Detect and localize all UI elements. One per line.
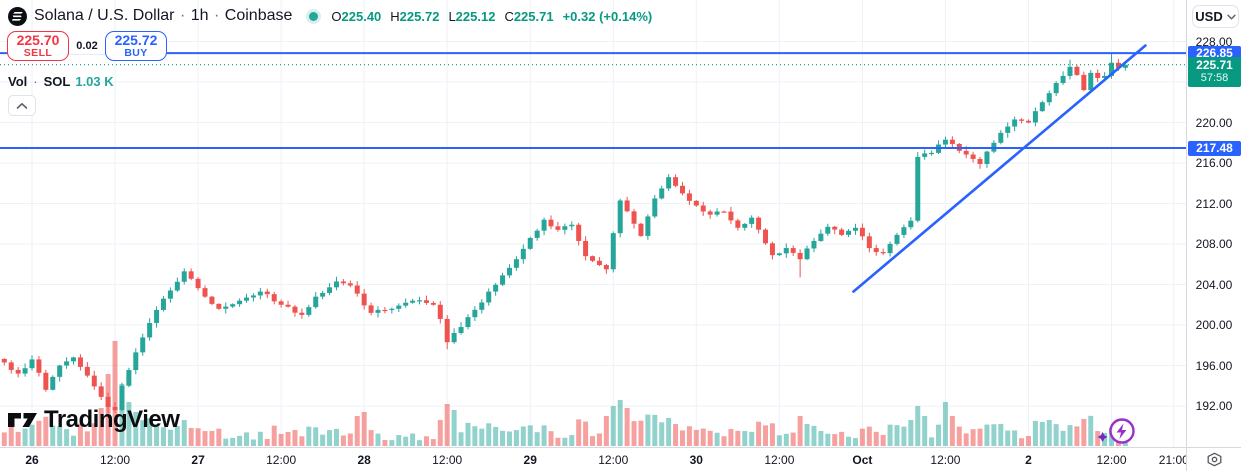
volume-legend: Vol · SOL 1.03 K — [8, 74, 114, 89]
open-value: 225.40 — [341, 8, 382, 24]
price-tick-label: 228.00 — [1195, 34, 1233, 49]
chevron-down-icon — [1227, 14, 1236, 20]
chart-legend-header: Solana / U.S. Dollar · 1h · Coinbase O22… — [8, 4, 652, 28]
boost-button[interactable] — [1094, 414, 1140, 448]
separator-dot: · — [179, 7, 186, 24]
collapse-pane-button[interactable] — [8, 95, 36, 116]
tradingview-logo-icon — [8, 413, 37, 427]
price-tick-label: 200.00 — [1195, 318, 1233, 332]
trendline[interactable] — [852, 44, 1147, 293]
time-tick-label: 26 — [25, 453, 39, 467]
lightning-icon — [1116, 423, 1127, 439]
currency-selector[interactable]: USD — [1192, 5, 1239, 28]
trade-panel: 225.70 SELL 0.02 225.72 BUY — [0, 31, 167, 61]
time-tick-label: 12:00 — [598, 453, 629, 467]
price-tick-label: 220.00 — [1195, 115, 1233, 130]
solana-logo-icon — [8, 6, 27, 26]
time-tick-label: 21:00 — [1158, 453, 1186, 467]
buy-price: 225.72 — [114, 32, 158, 49]
separator-dot: · — [214, 7, 220, 24]
currency-label: USD — [1195, 9, 1223, 24]
time-tick-label: 30 — [689, 453, 703, 467]
price-tick-label: 204.00 — [1195, 277, 1233, 292]
spread-value: 0.02 — [69, 38, 105, 54]
time-tick-label: 29 — [523, 453, 537, 467]
interval-label[interactable]: 1h — [190, 7, 209, 24]
time-tick-label: 12:00 — [1096, 453, 1127, 467]
time-tick-label: Oct — [852, 453, 873, 467]
chevron-up-icon — [16, 102, 28, 109]
sell-button[interactable]: 225.70 SELL — [7, 31, 69, 61]
time-tick-label: 12:00 — [432, 453, 463, 467]
current-price-chip: 225.71 57:58 — [1188, 57, 1241, 88]
time-tick-label: 12:00 — [100, 453, 131, 467]
sell-price: 225.70 — [16, 32, 60, 49]
price-tick-label: 192.00 — [1195, 399, 1233, 413]
ohlc-readout: O225.40 H225.72 L225.12 C225.71 +0.32 (+… — [331, 8, 653, 24]
low-value: 225.12 — [455, 8, 496, 24]
time-tick-label: 12:00 — [764, 453, 795, 467]
buy-button[interactable]: 225.72 BUY — [105, 31, 167, 61]
close-value: 225.71 — [513, 8, 554, 24]
market-status-icon[interactable] — [309, 11, 319, 21]
time-tick-label: 2 — [1025, 453, 1032, 467]
volume-value: 1.03 K — [75, 74, 114, 89]
gear-icon — [1207, 452, 1221, 467]
time-tick-label: 12:00 — [930, 453, 961, 467]
symbol-title[interactable]: Solana / U.S. Dollar · 1h · Coinbase — [34, 7, 293, 24]
time-axis[interactable]: 26 12:00 27 12:00 28 12:00 29 12:00 30 12:00 Oct 12… — [0, 447, 1186, 471]
candles-layer — [1, 53, 1128, 414]
exchange-label: Coinbase — [224, 7, 293, 24]
time-tick-label: 12:00 — [266, 453, 297, 467]
candlestick-chart[interactable] — [0, 0, 1186, 447]
time-tick-label: 27 — [191, 453, 205, 467]
line-price-chip: 226.85 — [1188, 45, 1241, 61]
high-value: 225.72 — [399, 8, 440, 24]
axis-settings-button[interactable] — [1186, 447, 1241, 471]
bar-countdown: 57:58 — [1200, 72, 1229, 85]
price-axis[interactable]: 228.00 220.00 216.00 212.00 208.00 204.00 200.… — [1186, 0, 1241, 447]
price-tick-label: 216.00 — [1195, 156, 1233, 170]
time-tick-label: 28 — [357, 453, 371, 467]
tradingview-watermark[interactable]: TradingView — [8, 406, 180, 434]
change-value: +0.32 (+0.14%) — [562, 8, 653, 24]
sparkle-icon — [1097, 431, 1108, 443]
price-tick-label: 196.00 — [1195, 358, 1233, 373]
line-price-chip: 217.48 — [1188, 140, 1241, 156]
price-tick-label: 208.00 — [1195, 237, 1233, 251]
grid-layer — [0, 0, 1186, 447]
price-tick-label: 212.00 — [1195, 196, 1233, 211]
